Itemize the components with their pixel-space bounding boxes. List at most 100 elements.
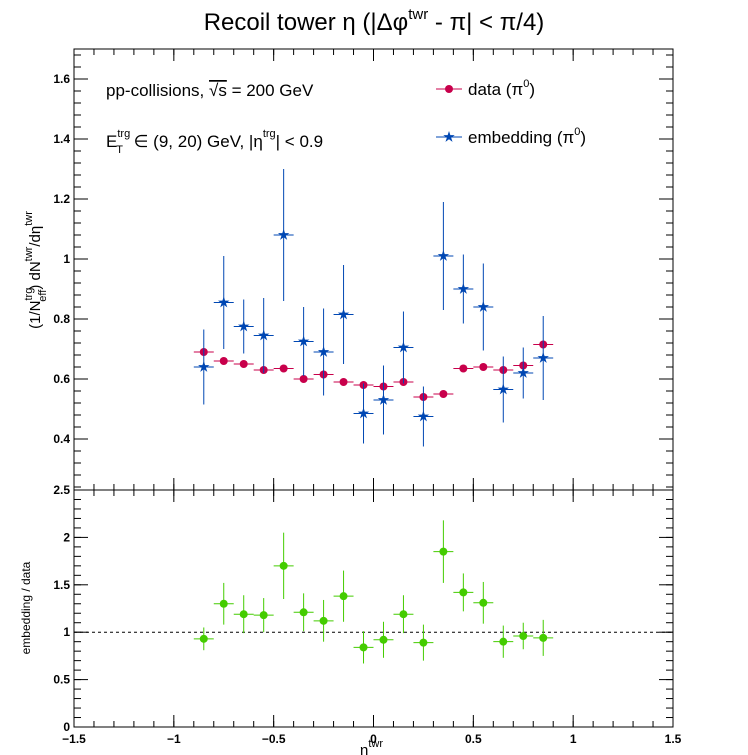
ratio-series-point (253, 598, 274, 633)
ratio-series-point (333, 570, 354, 622)
ratio-series-point (353, 631, 374, 664)
top-y-axis-label: (1/Ntrg eff) dNtwr/dηtwr (23, 211, 49, 329)
embedding-series-point (273, 169, 294, 301)
top-plot-frame (73, 48, 674, 491)
data-series-marker (279, 364, 288, 373)
embedding-series-marker (337, 308, 350, 320)
ratio-series-marker (519, 631, 528, 640)
data-series-point (453, 364, 474, 373)
ratio-series-point (233, 595, 254, 634)
embedding-series-point (533, 316, 554, 400)
embedding-series-point (493, 356, 514, 423)
embedding-series-point (513, 347, 534, 399)
bottom-y-tick-label: 0.5 (53, 673, 70, 687)
bottom-x-tick-label: 1.5 (665, 732, 682, 746)
embedding-series-marker (257, 329, 270, 341)
top-marks (193, 169, 554, 447)
ratio-series-marker (339, 592, 348, 601)
ratio-series-marker (319, 616, 328, 625)
data-series-marker (219, 357, 228, 365)
ratio-series-marker (459, 588, 468, 597)
ratio-series-point (193, 627, 214, 651)
ratio-series-marker (299, 608, 308, 617)
top-y-tick-label: 1.6 (53, 72, 70, 86)
ratio-series-point (533, 619, 554, 656)
data-series-marker (439, 390, 448, 398)
bottom-y-tick-label: 0 (63, 720, 70, 734)
ratio-series-point (273, 532, 294, 600)
bottom-x-tick-label: −1.5 (62, 732, 86, 746)
ratio-series-point (453, 573, 474, 612)
legend-label-data: data (π0) (468, 78, 535, 99)
bottom-x-tick-label: 0 (370, 732, 377, 746)
bottom-panel: −1.5 −1 −0.5 0 0.5 1 1.5 0 0.5 1 1.5 2 2.5 embedding… (19, 483, 682, 755)
embedding-series-marker (297, 335, 310, 347)
ratio-series-marker (219, 599, 228, 608)
embedding-series-marker (497, 383, 509, 395)
ratio-series-marker (419, 638, 428, 647)
top-y-tick-label: 1.4 (53, 132, 70, 146)
embedding-series-point (213, 256, 234, 349)
annotation-trigger: Etrg T ∈ (9, 20) GeV, |ηtrg| < 0.9 (106, 128, 323, 156)
data-series-point (473, 363, 494, 371)
ratio-series-point (513, 622, 534, 650)
embedding-series-marker (317, 346, 330, 357)
data-series-marker (459, 364, 468, 373)
embedding-series-point (433, 202, 454, 310)
embedding-series-marker (457, 283, 470, 294)
top-y-tick-label: 0.4 (53, 432, 70, 446)
ratio-series-point (313, 599, 334, 642)
embedding-series-point (293, 307, 314, 376)
ratio-series-marker (439, 547, 448, 556)
embedding-series-marker (477, 301, 490, 312)
data-series-marker (239, 360, 248, 368)
top-y-tick-label: 1 (63, 252, 70, 266)
embedding-series-point (353, 383, 374, 444)
bottom-x-tick-label: 1 (570, 732, 577, 746)
data-series-point (333, 378, 354, 386)
embedding-series-marker (437, 250, 450, 261)
x-axis-label: ηtwr (360, 738, 383, 755)
embedding-series-marker (238, 320, 250, 332)
embedding-series-marker (537, 352, 549, 363)
embedding-series-point (233, 299, 254, 354)
ratio-series-marker (239, 610, 248, 619)
ratio-series-point (493, 625, 514, 658)
data-series-marker (339, 378, 348, 386)
embedding-series-point (473, 263, 494, 351)
embedding-series-point (313, 308, 334, 396)
ratio-series-point (293, 593, 314, 632)
embedding-series-marker (277, 229, 290, 240)
embedding-series-point (393, 311, 414, 384)
embedding-series-marker (377, 394, 390, 405)
ratio-series-marker (379, 635, 388, 644)
ratio-series-marker (479, 598, 488, 607)
ratio-series-marker (199, 634, 208, 643)
embedding-series-marker (517, 367, 529, 378)
ratio-series-marker (499, 637, 508, 646)
bottom-marks (193, 520, 554, 664)
embedding-series-marker (357, 407, 370, 419)
data-series-point (233, 360, 254, 368)
embedding-series-point (193, 329, 214, 405)
data-series-marker (479, 363, 488, 371)
embedding-series-point (453, 254, 474, 324)
ratio-series-marker (259, 611, 268, 620)
embedding-series-point (413, 386, 434, 447)
top-panel: 0.4 0.6 0.8 1 1.2 1.4 1.6 pp-collisions, √s = … (23, 48, 674, 491)
bottom-y-axis-label: embedding / data (19, 561, 33, 654)
bottom-axes: −1.5 −1 −0.5 0 0.5 1 1.5 0 0.5 1 1.5 2 2.5 (53, 483, 681, 746)
ratio-series-point (213, 582, 234, 625)
ratio-series-marker (279, 561, 288, 570)
top-y-tick-label: 0.6 (53, 372, 70, 386)
ratio-series-point (433, 520, 454, 583)
legend-entry-embedding: embedding (π0) (436, 126, 586, 147)
data-series-point (213, 357, 234, 365)
embedding-series-point (333, 265, 354, 364)
bottom-y-tick-label: 1 (63, 625, 70, 639)
chart-title: Recoil tower η (|Δφtwr - π| < π/4) (204, 6, 545, 36)
data-series-marker (299, 375, 308, 383)
annotation-collision: pp-collisions, √s = 200 GeV (106, 81, 314, 100)
bottom-x-tick-label: 0.5 (465, 732, 482, 746)
